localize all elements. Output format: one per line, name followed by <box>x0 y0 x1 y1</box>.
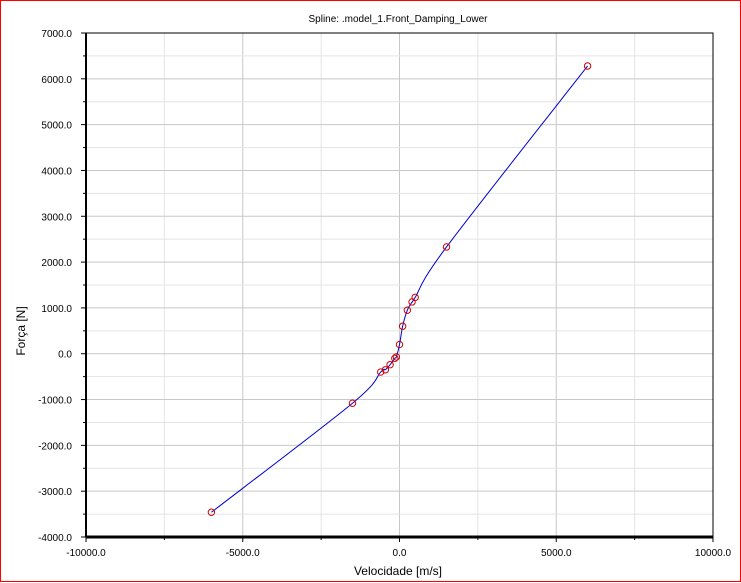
series <box>207 62 592 516</box>
x-tick-label: 5000.0 <box>541 548 572 559</box>
series-line <box>211 65 588 513</box>
x-tick-label: -10000.0 <box>66 548 106 559</box>
ticks: -10000.0 -5000.0 0.0 5000.0 10000.0 -4000.0 -3… <box>38 29 731 559</box>
data-point <box>386 361 394 369</box>
x-tick-label: 0.0 <box>393 548 407 559</box>
x-tick-label: 10000.0 <box>695 548 732 559</box>
data-point <box>403 306 412 314</box>
y-tick-label: 4000.0 <box>41 166 72 177</box>
chart-title: Spline: .model_1.Front_Damping_Lower <box>309 14 489 25</box>
y-tick-label: 6000.0 <box>41 75 72 86</box>
y-tick-label: -3000.0 <box>38 487 72 498</box>
data-point <box>392 353 401 361</box>
y-tick-label: 2000.0 <box>41 258 72 269</box>
data-point <box>442 243 451 251</box>
data-point <box>391 354 399 363</box>
data-point <box>583 62 592 70</box>
data-point <box>381 366 390 374</box>
grid <box>85 32 714 538</box>
y-tick-label: 1000.0 <box>41 304 72 315</box>
y-axis-label: Força [N] <box>14 306 28 355</box>
x-axis-label: Velocidade [m/s] <box>354 564 442 578</box>
data-point <box>398 322 407 330</box>
y-tick-label: -2000.0 <box>38 441 72 452</box>
y-tick-label: 0.0 <box>58 350 72 361</box>
y-tick-label: -1000.0 <box>38 396 72 407</box>
data-point <box>207 508 216 516</box>
x-tick-label: -5000.0 <box>226 548 260 559</box>
data-point <box>395 340 404 349</box>
y-tick-label: 7000.0 <box>41 29 72 40</box>
y-tick-label: 5000.0 <box>41 121 72 132</box>
data-point <box>411 293 419 302</box>
data-point <box>348 399 357 407</box>
data-point <box>376 368 385 376</box>
y-tick-label: 3000.0 <box>41 212 72 223</box>
y-tick-label: -4000.0 <box>38 533 72 544</box>
